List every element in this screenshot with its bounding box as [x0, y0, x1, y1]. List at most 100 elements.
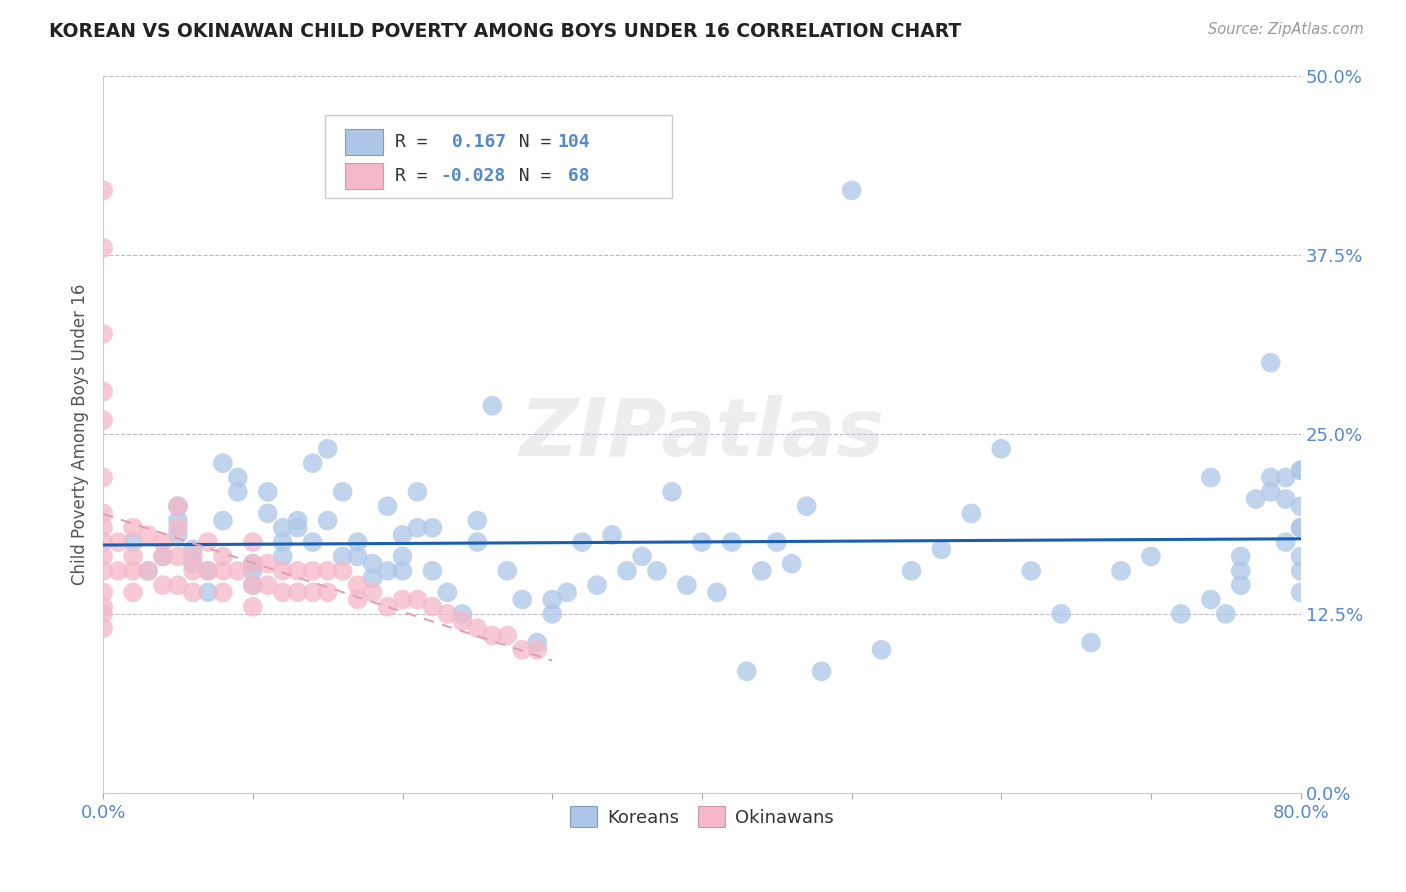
Point [301, 456, 323, 470]
Text: 0.167: 0.167 [441, 133, 506, 152]
Text: KOREAN VS OKINAWAN CHILD POVERTY AMONG BOYS UNDER 16 CORRELATION CHART: KOREAN VS OKINAWAN CHILD POVERTY AMONG B… [49, 22, 962, 41]
Text: R =: R = [395, 133, 439, 152]
Point [256, 484, 278, 499]
Point [271, 564, 294, 578]
Point [242, 564, 264, 578]
Point [1080, 635, 1102, 649]
Point [167, 500, 190, 514]
Point [316, 514, 339, 528]
Point [1050, 607, 1073, 621]
Point [346, 535, 368, 549]
Point [1229, 549, 1251, 564]
Text: Source: ZipAtlas.com: Source: ZipAtlas.com [1208, 22, 1364, 37]
Point [346, 549, 368, 564]
Point [122, 564, 145, 578]
Point [391, 564, 413, 578]
Point [1215, 607, 1237, 621]
Point [122, 535, 145, 549]
Point [167, 514, 190, 528]
Point [197, 564, 219, 578]
Point [1229, 578, 1251, 592]
Point [181, 549, 204, 564]
Point [91, 585, 114, 599]
Point [481, 399, 503, 413]
Point [391, 528, 413, 542]
Point [91, 621, 114, 635]
Point [226, 564, 249, 578]
Point [1199, 592, 1222, 607]
Point [91, 384, 114, 399]
FancyBboxPatch shape [344, 163, 384, 189]
Point [391, 549, 413, 564]
Point [436, 607, 458, 621]
Point [346, 578, 368, 592]
Point [900, 564, 922, 578]
Point [91, 535, 114, 549]
Point [690, 535, 713, 549]
Point [1289, 521, 1312, 535]
Point [467, 514, 489, 528]
Point [242, 557, 264, 571]
Point [91, 521, 114, 535]
Point [361, 571, 384, 585]
Point [91, 326, 114, 341]
Point [332, 549, 354, 564]
Point [1199, 470, 1222, 484]
Point [136, 564, 159, 578]
Point [1289, 463, 1312, 477]
Point [167, 578, 190, 592]
Point [152, 535, 174, 549]
Point [676, 578, 699, 592]
Point [91, 564, 114, 578]
Point [1229, 564, 1251, 578]
Point [990, 442, 1012, 456]
Point [1244, 491, 1267, 506]
Point [571, 535, 593, 549]
Text: ZIPatlas: ZIPatlas [519, 395, 884, 474]
Point [645, 564, 668, 578]
Text: 104: 104 [557, 133, 589, 152]
Text: N =: N = [498, 133, 562, 152]
Point [197, 585, 219, 599]
Point [91, 599, 114, 614]
Point [181, 585, 204, 599]
Point [316, 442, 339, 456]
Point [706, 585, 728, 599]
Point [332, 484, 354, 499]
Legend: Koreans, Okinawans: Koreans, Okinawans [562, 799, 841, 835]
Point [467, 535, 489, 549]
Point [91, 507, 114, 521]
Point [1140, 549, 1163, 564]
Point [361, 557, 384, 571]
Point [271, 585, 294, 599]
Point [91, 241, 114, 255]
Point [422, 599, 444, 614]
Point [256, 557, 278, 571]
Point [451, 614, 474, 628]
Point [841, 183, 863, 197]
Point [960, 507, 983, 521]
Point [467, 621, 489, 635]
Point [1274, 470, 1296, 484]
Point [422, 521, 444, 535]
Point [152, 549, 174, 564]
Point [1289, 463, 1312, 477]
Point [287, 585, 309, 599]
Point [136, 564, 159, 578]
Point [91, 549, 114, 564]
Point [1274, 491, 1296, 506]
Point [377, 599, 399, 614]
Point [122, 585, 145, 599]
Point [600, 528, 623, 542]
Point [91, 607, 114, 621]
Point [242, 557, 264, 571]
Point [167, 500, 190, 514]
Point [616, 564, 638, 578]
Point [287, 514, 309, 528]
Point [197, 535, 219, 549]
Point [107, 564, 129, 578]
Point [212, 549, 235, 564]
Point [316, 564, 339, 578]
Point [361, 585, 384, 599]
Point [301, 564, 323, 578]
